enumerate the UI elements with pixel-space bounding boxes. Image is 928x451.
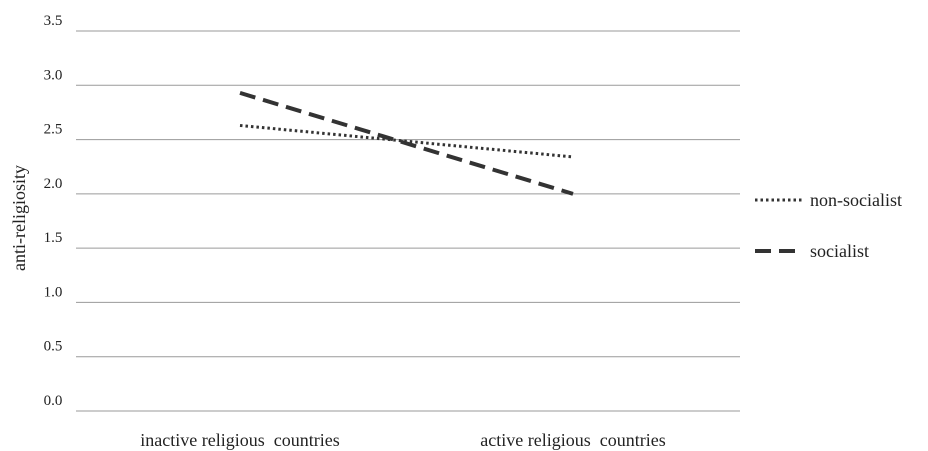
legend: non-socialist socialist — [755, 190, 902, 261]
x-category-label: inactive religious countries — [140, 430, 339, 450]
series-lines — [239, 90, 574, 196]
series-line-socialist — [239, 90, 574, 196]
y-tick-label: 0.5 — [44, 339, 63, 355]
y-axis-title: anti-religiosity — [9, 165, 29, 271]
x-category-labels: inactive religious countries active relig… — [140, 430, 665, 450]
y-tick-label: 3.0 — [44, 67, 63, 83]
y-tick-labels: 0.0 0.5 1.0 1.5 2.0 2.5 3.0 3.5 — [44, 13, 63, 409]
y-tick-label: 1.5 — [44, 230, 63, 246]
y-tick-label: 0.0 — [44, 393, 63, 409]
x-category-label: active religious countries — [480, 430, 665, 450]
gridlines — [76, 30, 740, 412]
legend-label-socialist: socialist — [810, 241, 869, 261]
y-tick-label: 2.5 — [44, 122, 63, 138]
series-line-non-socialist — [239, 123, 574, 159]
legend-label-non-socialist: non-socialist — [810, 190, 902, 210]
y-tick-label: 3.5 — [44, 13, 63, 29]
y-tick-label: 1.0 — [44, 284, 63, 300]
y-tick-label: 2.0 — [44, 176, 63, 192]
